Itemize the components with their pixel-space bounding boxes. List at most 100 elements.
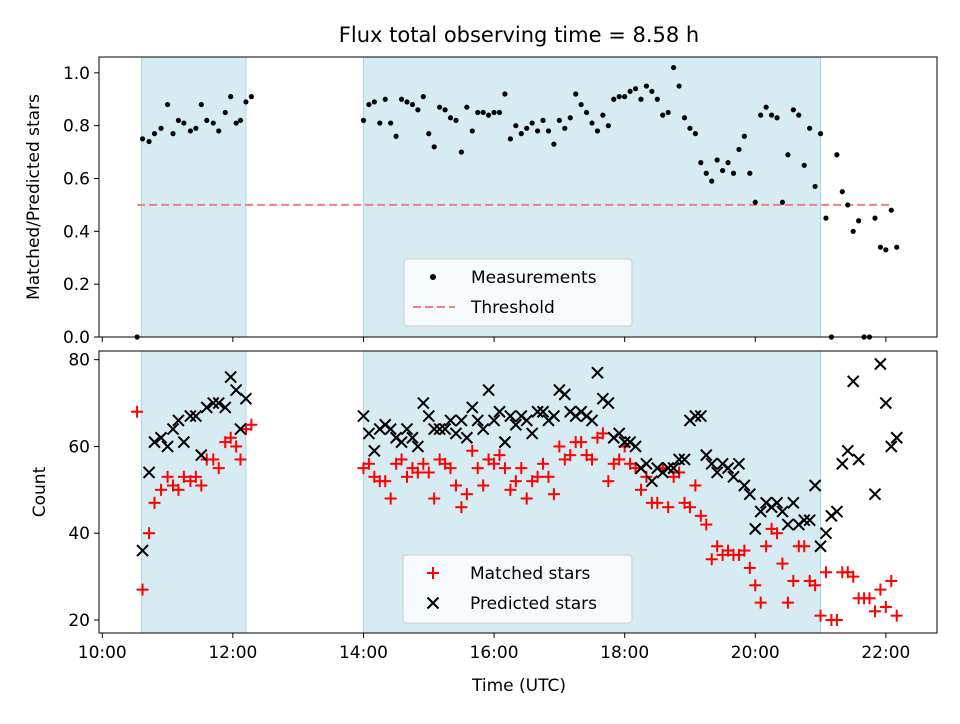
matched-star-point-84 [700, 518, 713, 531]
predicted-star-point-75 [661, 461, 675, 475]
measurement-point-99 [785, 152, 791, 158]
predicted-star-point-15 [224, 370, 237, 384]
measurement-point-87 [720, 167, 726, 174]
measurement-point-104 [812, 183, 818, 190]
measurement-point-97 [774, 115, 780, 121]
measurement-point-102 [801, 162, 807, 168]
chart-title: Flux total observing time = 8.58 h [339, 23, 699, 47]
predicted-star-point-35 [444, 414, 457, 427]
matched-star-point-94 [754, 596, 767, 609]
matched-star-point-86 [711, 540, 724, 553]
measurement-point-18 [237, 117, 244, 123]
measurement-point-41 [469, 128, 475, 134]
measurement-point-23 [371, 99, 377, 105]
measurement-point-100 [790, 107, 796, 113]
measurement-point-71 [632, 86, 639, 92]
predicted-star-point-54 [547, 409, 561, 423]
measurement-point-10 [193, 125, 199, 131]
measurement-point-68 [616, 94, 622, 100]
measurement-point-90 [736, 146, 742, 153]
measurement-point-106 [823, 215, 829, 221]
measurement-point-22 [366, 101, 372, 108]
bottom-x-ticks: 10:00 12:00 14:00 16:00 18:00 20:00 22:00 [78, 633, 910, 663]
predicted-star-point-106 [830, 505, 844, 518]
matched-star-point-4 [155, 483, 168, 496]
measurement-point-64 [594, 128, 601, 134]
matched-star-point-106 [819, 566, 832, 579]
top-ytick-label-0: 0.0 [63, 328, 90, 348]
legend-predicted-label: Predicted stars [470, 594, 597, 614]
measurement-point-37 [447, 115, 454, 121]
measurement-point-33 [426, 131, 432, 137]
matched-star-point-51 [520, 492, 533, 505]
predicted-star-point-32 [427, 422, 441, 436]
bottom-xtick-label-3: 16:00 [470, 643, 519, 663]
measurement-point-7 [175, 117, 182, 123]
measurement-point-117 [883, 247, 889, 253]
predicted-star-point-72 [645, 474, 659, 488]
measurement-point-62 [583, 109, 590, 116]
bottom-ytick-label-2: 60 [68, 437, 90, 457]
matched-star-point-82 [689, 479, 702, 492]
predicted-star-point-4 [161, 440, 174, 453]
matched-star-point-95 [760, 540, 773, 553]
matched-star-point-111 [847, 570, 860, 583]
matched-star-point-39 [455, 501, 468, 514]
measurement-point-58 [562, 125, 568, 131]
predicted-star-point-97 [781, 518, 795, 531]
measurement-point-13 [210, 120, 216, 126]
predicted-star-point-43 [487, 414, 501, 427]
measurement-point-66 [605, 123, 611, 129]
bottom-shaded-interval-0 [141, 351, 246, 633]
predicted-star-point-51 [531, 405, 544, 418]
matched-star-point-68 [613, 453, 626, 466]
predicted-star-point-1 [142, 466, 156, 479]
top-ytick-label-5: 1.0 [63, 64, 90, 84]
predicted-star-point-31 [422, 409, 435, 423]
predicted-star-point-111 [868, 487, 882, 501]
measurement-point-101 [796, 112, 802, 118]
predicted-star-point-47 [509, 418, 523, 431]
measurement-point-15 [222, 109, 228, 116]
predicted-star-point-91 [749, 522, 762, 536]
top-ytick-label-4: 0.8 [63, 117, 90, 137]
measurement-point-85 [709, 178, 715, 184]
measurement-point-27 [393, 133, 399, 139]
matched-star-point-54 [537, 457, 550, 470]
measurement-points [134, 64, 900, 340]
matched-star-point-14 [212, 462, 225, 475]
bottom-ytick-label-0: 20 [68, 611, 90, 631]
measurement-point-105 [817, 131, 824, 137]
predicted-star-point-102 [808, 479, 822, 492]
top-panel: 0.0 0.2 0.4 0.6 0.8 1.0 Matched/Predicted sta… [24, 56, 938, 348]
measurement-point-93 [752, 199, 758, 205]
measurement-point-39 [458, 149, 465, 155]
top-ytick-label-3: 0.6 [63, 170, 90, 190]
measurement-point-82 [692, 131, 698, 137]
measurement-point-61 [578, 101, 584, 108]
bottom-xtick-label-6: 22:00 [861, 643, 910, 663]
predicted-star-point-38 [460, 431, 474, 444]
matched-star-point-41 [466, 444, 479, 457]
predicted-star-point-115 [890, 431, 903, 444]
measurement-point-38 [453, 117, 459, 123]
matched-star-point-108 [830, 613, 843, 626]
predicted-star-point-87 [727, 470, 740, 484]
measurement-point-46 [496, 109, 503, 116]
measurement-point-76 [660, 112, 666, 118]
bottom-legend: Matched stars Predicted stars [402, 554, 633, 624]
predicted-star-point-2 [148, 435, 161, 449]
matched-star-point-83 [694, 509, 707, 522]
bottom-y-ticks: 20 40 60 80 [68, 351, 99, 631]
predicted-star-point-104 [819, 527, 833, 540]
measurement-point-79 [676, 83, 682, 89]
matched-star-point-43 [477, 479, 490, 492]
bottom-xtick-label-2: 14:00 [339, 643, 388, 663]
predicted-star-point-8 [184, 409, 197, 423]
measurement-point-51 [524, 125, 530, 131]
measurement-point-94 [758, 112, 764, 118]
predicted-star-point-6 [172, 414, 185, 427]
top-axes-frame [98, 56, 938, 338]
measurement-point-35 [437, 104, 443, 110]
predicted-star-point-77 [672, 453, 686, 466]
